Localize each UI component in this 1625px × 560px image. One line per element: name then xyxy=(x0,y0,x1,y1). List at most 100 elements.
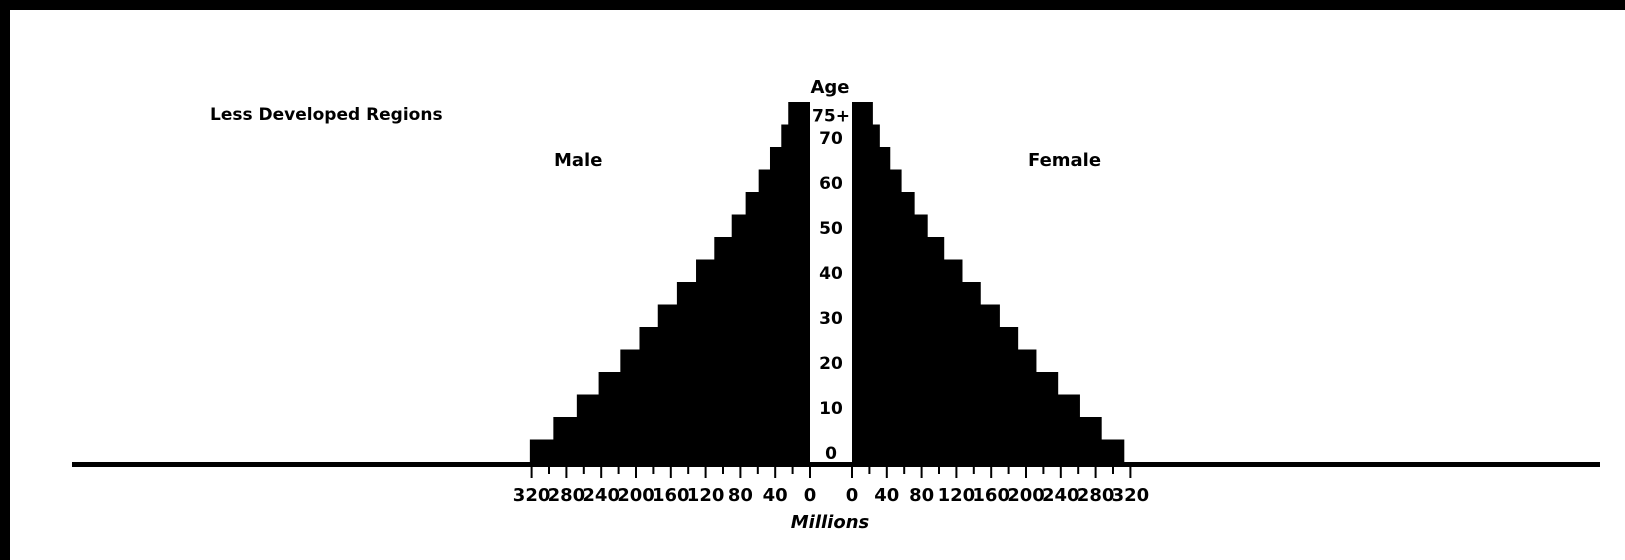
male-bar xyxy=(676,282,810,305)
female-bar xyxy=(852,394,1080,418)
x-tick-mark xyxy=(774,467,777,478)
x-tick-mark xyxy=(1007,467,1010,474)
age-tick-label: 75+ xyxy=(812,107,850,127)
x-axis-line xyxy=(72,462,1600,467)
x-tick-mark xyxy=(600,467,603,478)
x-axis-title: Millions xyxy=(791,512,870,533)
age-tick-mark xyxy=(805,362,810,364)
age-tick-mark xyxy=(852,114,857,117)
age-tick-label: 20 xyxy=(819,354,843,374)
female-bar xyxy=(852,417,1102,440)
x-tick-mark xyxy=(617,467,620,474)
age-tick-mark xyxy=(852,317,857,319)
age-tick-mark xyxy=(805,182,810,184)
x-tick-mark xyxy=(739,467,742,478)
x-tick-mark xyxy=(851,467,853,478)
x-tick-label: 280 xyxy=(548,485,586,506)
age-tick-label: 70 xyxy=(819,129,843,149)
x-tick-mark xyxy=(1077,467,1080,474)
age-tick-label: 30 xyxy=(819,309,843,329)
female-bar xyxy=(852,282,981,305)
age-tick-mark xyxy=(805,227,810,229)
male-bar xyxy=(745,192,810,215)
x-tick-label: 280 xyxy=(1077,485,1115,506)
x-tick-label: 0 xyxy=(804,485,817,506)
x-tick-label: 200 xyxy=(617,485,655,506)
x-tick-label: 160 xyxy=(972,485,1010,506)
male-bar xyxy=(731,214,810,238)
female-bar xyxy=(852,192,915,215)
age-tick-mark xyxy=(805,114,810,117)
age-tick-mark xyxy=(852,272,857,274)
x-tick-mark xyxy=(868,467,871,474)
x-tick-mark xyxy=(756,467,759,474)
male-bar xyxy=(696,259,810,283)
male-bar xyxy=(553,417,810,440)
x-tick-label: 320 xyxy=(1112,485,1150,506)
x-tick-mark xyxy=(1059,467,1062,478)
age-tick-mark xyxy=(852,137,857,139)
x-tick-mark xyxy=(635,467,637,478)
female-bar xyxy=(852,327,1019,350)
x-tick-mark xyxy=(972,467,975,474)
left-border xyxy=(0,0,10,560)
male-bar xyxy=(639,327,810,350)
age-tick-mark xyxy=(805,407,810,409)
female-bar xyxy=(852,439,1125,463)
x-tick-mark xyxy=(885,467,888,478)
age-tick-mark xyxy=(852,182,857,184)
x-tick-mark xyxy=(1042,467,1045,474)
x-tick-label: 240 xyxy=(1042,485,1080,506)
age-axis-title: Age xyxy=(810,77,849,98)
x-tick-mark xyxy=(920,467,923,478)
male-label: Male xyxy=(554,150,602,171)
x-tick-mark xyxy=(1094,467,1097,478)
female-label: Female xyxy=(1028,150,1101,171)
x-tick-mark xyxy=(704,467,707,478)
female-bar xyxy=(852,237,945,260)
male-bar xyxy=(769,147,810,170)
age-tick-mark xyxy=(805,272,810,274)
male-bar xyxy=(758,169,810,193)
x-tick-label: 0 xyxy=(846,485,859,506)
male-bar xyxy=(788,102,810,125)
x-tick-mark xyxy=(1112,467,1114,474)
male-bar xyxy=(620,349,810,373)
female-bar xyxy=(852,349,1037,373)
female-bar xyxy=(852,147,891,170)
x-tick-label: 80 xyxy=(728,485,753,506)
age-tick-mark xyxy=(852,452,857,454)
female-bar xyxy=(852,304,1000,328)
female-bars xyxy=(852,102,1125,463)
top-border xyxy=(0,0,1625,10)
x-tick-mark xyxy=(669,467,672,478)
x-tick-label: 80 xyxy=(909,485,934,506)
age-tick-mark xyxy=(805,452,810,454)
x-tick-label: 120 xyxy=(938,485,976,506)
x-tick-mark xyxy=(548,467,550,474)
age-tick-mark xyxy=(852,362,857,364)
x-tick-label: 40 xyxy=(763,485,788,506)
x-tick-label: 240 xyxy=(582,485,620,506)
x-tick-mark xyxy=(1129,467,1132,478)
x-tick-label: 160 xyxy=(652,485,690,506)
age-tick-label: 40 xyxy=(819,264,843,284)
x-tick-mark xyxy=(582,467,585,474)
female-bar xyxy=(852,372,1059,395)
x-tick-label: 320 xyxy=(513,485,551,506)
male-bar xyxy=(598,372,810,395)
male-bar xyxy=(714,237,810,260)
chart-title: Less Developed Regions xyxy=(210,105,443,125)
x-tick-mark xyxy=(938,467,940,474)
female-bar xyxy=(852,102,873,125)
female-bar xyxy=(852,259,963,283)
age-tick-mark xyxy=(805,317,810,319)
x-tick-mark xyxy=(990,467,993,478)
age-tick-label: 10 xyxy=(819,399,843,419)
x-tick-mark xyxy=(530,467,533,478)
x-tick-label: 40 xyxy=(874,485,899,506)
male-bar xyxy=(657,304,810,328)
